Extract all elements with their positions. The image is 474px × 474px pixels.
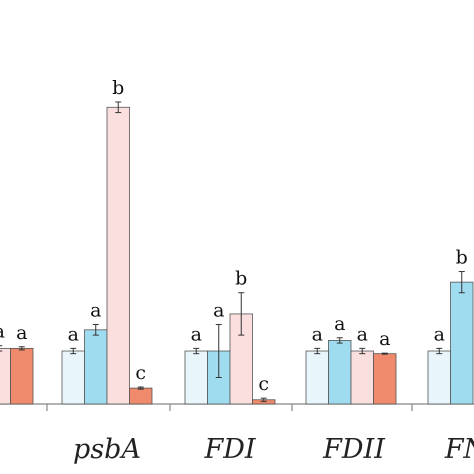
category-labels: BpsbAFDIFDIIFN bbox=[73, 434, 474, 465]
sig-label-3-3: a bbox=[379, 328, 390, 350]
sig-label-1-3: a bbox=[334, 313, 345, 335]
bar-2-1 bbox=[106, 106, 130, 405]
bar-0-3 bbox=[305, 350, 329, 405]
sig-label-2-2: b bbox=[235, 268, 247, 290]
bar-2-0 bbox=[0, 347, 11, 405]
bar-0-2 bbox=[184, 350, 208, 405]
bar-0-4 bbox=[427, 350, 451, 405]
bar-3-3 bbox=[373, 353, 397, 405]
bar-2-3 bbox=[350, 350, 374, 405]
sig-label-1-2: a bbox=[213, 300, 224, 322]
error-bar-1-2 bbox=[215, 324, 222, 379]
sig-label-2-3: a bbox=[357, 323, 368, 345]
error-bar-3-1 bbox=[137, 386, 144, 390]
bar-1-4 bbox=[450, 281, 474, 405]
bars bbox=[0, 106, 474, 405]
error-bar-2-3 bbox=[359, 347, 366, 355]
bar-1-1 bbox=[84, 329, 108, 405]
category-label-2: FDI bbox=[203, 434, 256, 465]
error-bar-2-0 bbox=[0, 345, 3, 352]
sig-label-0-2: a bbox=[191, 323, 202, 345]
error-bar-3-2 bbox=[260, 397, 267, 402]
sig-label-0-4: a bbox=[434, 323, 445, 345]
error-bar-1-4 bbox=[458, 271, 465, 294]
sig-label-3-1: c bbox=[135, 362, 146, 384]
bar-1-3 bbox=[328, 340, 352, 405]
sig-label-1-1: a bbox=[90, 300, 101, 322]
category-label-3: FDII bbox=[322, 434, 386, 465]
error-bars bbox=[0, 101, 465, 402]
sig-label-0-1: a bbox=[68, 323, 79, 345]
error-bar-1-1 bbox=[92, 324, 99, 336]
significance-labels: aaaaaaaababbaacca bbox=[0, 77, 468, 395]
error-bar-2-2 bbox=[238, 292, 245, 336]
sig-label-1-4: b bbox=[456, 247, 468, 269]
bar-3-1 bbox=[129, 387, 153, 405]
x-axis-ticks bbox=[46, 404, 413, 411]
error-bar-3-0 bbox=[18, 346, 25, 351]
error-bar-0-4 bbox=[436, 347, 443, 355]
bar-3-0 bbox=[10, 347, 34, 405]
error-bar-3-3 bbox=[381, 352, 388, 355]
sig-label-2-0: a bbox=[0, 321, 5, 343]
sig-label-2-1: b bbox=[112, 77, 124, 99]
sig-label-0-3: a bbox=[312, 323, 323, 345]
sig-label-3-2: c bbox=[258, 373, 269, 395]
error-bar-0-2 bbox=[193, 347, 200, 355]
error-bar-0-3 bbox=[314, 347, 321, 355]
category-label-1: psbA bbox=[73, 434, 141, 465]
bar-0-1 bbox=[61, 350, 85, 405]
error-bar-1-3 bbox=[336, 337, 343, 344]
category-label-4: FN bbox=[444, 434, 474, 465]
error-bar-2-1 bbox=[115, 101, 122, 114]
sig-label-3-0: a bbox=[16, 322, 27, 344]
error-bar-0-1 bbox=[70, 347, 77, 355]
